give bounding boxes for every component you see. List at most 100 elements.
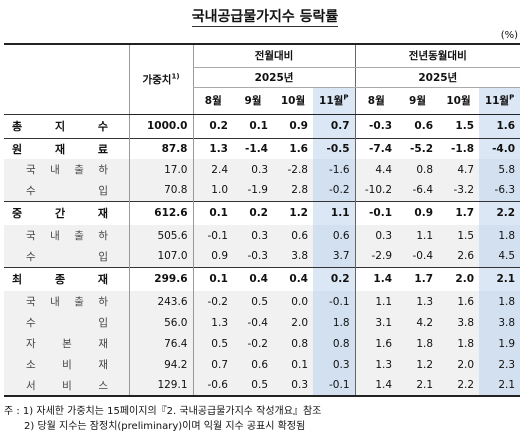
- yoy-cell: -6.3: [479, 180, 521, 201]
- mom-cell: 2.0: [273, 312, 313, 333]
- mom-cell: 0.1: [273, 354, 313, 375]
- mom-cell: 1.6: [273, 137, 313, 159]
- yoy-cell: 1.6: [479, 113, 521, 138]
- table-row: 국 내 출 하 505.6 -0.1 0.3 0.6 0.6 0.3 1.1 1.5 1.8: [4, 225, 521, 246]
- mom-cell: 1.1: [313, 200, 356, 225]
- mom-cell: 0.3: [273, 375, 313, 397]
- yoy-cell: 1.3: [397, 291, 439, 312]
- yoy-cell: -3.2: [438, 180, 480, 201]
- mom-cell: 0.2: [192, 113, 233, 138]
- yoy-cell: 2.0: [438, 354, 480, 375]
- yoy-cell: 3.8: [479, 312, 521, 333]
- header-prev-year: 전년동월대비: [354, 43, 521, 68]
- header-month: 9월: [233, 87, 273, 115]
- yoy-cell: 1.8: [397, 333, 439, 354]
- yoy-cell: 1.2: [397, 354, 439, 375]
- mom-cell: -0.2: [233, 333, 273, 354]
- yoy-cell: -0.1: [354, 200, 398, 225]
- yoy-cell: 1.8: [479, 291, 521, 312]
- footnote-2: 2) 당월 지수는 잠정치(preliminary)이며 익월 지수 공표시 확…: [24, 421, 306, 432]
- mom-cell: -1.6: [313, 159, 356, 180]
- table-row: 총 지 수 1000.0 0.2 0.1 0.9 0.7 -0.3 0.6 1.5 1.6: [4, 113, 521, 138]
- yoy-cell: 2.6: [438, 246, 480, 267]
- weight-cell: 1000.0: [128, 113, 193, 138]
- yoy-cell: 0.8: [397, 159, 439, 180]
- table-row: 수 입 70.8 1.0 -1.9 2.8 -0.2 -10.2 -6.4 -3.2 -6.3: [4, 180, 521, 201]
- mom-cell: 0.7: [192, 354, 233, 375]
- weight-cell: 17.0: [128, 159, 193, 180]
- mom-cell: -0.1: [313, 291, 356, 312]
- price-index-table: 가중치1) 전월대비 전년동월대비 2025년 2025년 8월 9월 10월 …: [4, 43, 521, 397]
- mom-cell: 0.6: [233, 354, 273, 375]
- mom-cell: 2.4: [192, 159, 233, 180]
- mom-cell: 0.2: [313, 266, 356, 291]
- mom-cell: 0.4: [233, 266, 273, 291]
- header-blank: [4, 43, 129, 114]
- header-month-current: 11월P: [313, 87, 356, 115]
- weight-cell: 87.8: [128, 137, 193, 159]
- mom-cell: 0.3: [233, 225, 273, 246]
- yoy-cell: 4.7: [438, 159, 480, 180]
- mom-cell: 0.3: [313, 354, 356, 375]
- yoy-cell: -5.2: [397, 137, 439, 159]
- mom-cell: -0.5: [313, 137, 356, 159]
- yoy-cell: 2.1: [479, 266, 521, 291]
- mom-cell: 0.7: [313, 113, 356, 138]
- header-weight: 가중치1): [128, 43, 193, 115]
- table-row: 원 재 료 87.8 1.3 -1.4 1.6 -0.5 -7.4 -5.2 -1.8 -4.0: [4, 137, 521, 159]
- mom-cell: 1.3: [192, 312, 233, 333]
- page-title: 국내공급물가지수 등락률: [191, 9, 339, 27]
- yoy-cell: 1.1: [397, 225, 439, 246]
- yoy-cell: -10.2: [354, 180, 398, 201]
- yoy-cell: 2.2: [479, 200, 521, 225]
- mom-cell: 0.4: [273, 266, 313, 291]
- header-month: 8월: [192, 87, 233, 115]
- header-month-current: 11월P: [479, 87, 521, 115]
- header-year-1: 2025년: [192, 67, 356, 88]
- yoy-cell: -0.4: [397, 246, 439, 267]
- table-row: 서 비 스 129.1 -0.6 0.5 0.3 -0.1 1.4 2.1 2.2 2.1: [4, 375, 521, 397]
- header-month: 10월: [438, 87, 480, 115]
- mom-cell: -0.1: [313, 375, 356, 397]
- yoy-cell: 0.6: [397, 113, 439, 138]
- mom-cell: 0.6: [313, 225, 356, 246]
- weight-cell: 70.8: [128, 180, 193, 201]
- header-month: 8월: [354, 87, 398, 115]
- table-row: 소 비 재 94.2 0.7 0.6 0.1 0.3 1.3 1.2 2.0 2.3: [4, 354, 521, 375]
- yoy-cell: 4.2: [397, 312, 439, 333]
- weight-cell: 76.4: [128, 333, 193, 354]
- yoy-cell: 1.6: [354, 333, 398, 354]
- weight-cell: 94.2: [128, 354, 193, 375]
- yoy-cell: -7.4: [354, 137, 398, 159]
- table-row: 최 종 재 299.6 0.1 0.4 0.4 0.2 1.4 1.7 2.0 2.1: [4, 266, 521, 291]
- mom-cell: -2.8: [273, 159, 313, 180]
- yoy-cell: 1.9: [479, 333, 521, 354]
- mom-cell: -0.2: [313, 180, 356, 201]
- yoy-cell: 1.8: [479, 225, 521, 246]
- header-month: 10월: [273, 87, 313, 115]
- mom-cell: -0.1: [192, 225, 233, 246]
- mom-cell: -0.3: [233, 246, 273, 267]
- yoy-cell: 2.2: [438, 375, 480, 397]
- header-month: 9월: [397, 87, 439, 115]
- yoy-cell: 1.7: [438, 200, 480, 225]
- mom-cell: 1.3: [192, 137, 233, 159]
- yoy-cell: 1.5: [438, 113, 480, 138]
- footnote-1: 주 : 1) 자세한 가중치는 15페이지의『2. 국내공급물가지수 작성개요』…: [4, 406, 322, 417]
- yoy-cell: 1.8: [438, 333, 480, 354]
- yoy-cell: 5.8: [479, 159, 521, 180]
- mom-cell: 0.1: [192, 266, 233, 291]
- table-row: 중 간 재 612.6 0.1 0.2 1.2 1.1 -0.1 0.9 1.7 2.2: [4, 200, 521, 225]
- yoy-cell: 1.4: [354, 266, 398, 291]
- mom-cell: -0.4: [233, 312, 273, 333]
- mom-cell: -1.4: [233, 137, 273, 159]
- yoy-cell: 2.1: [479, 375, 521, 397]
